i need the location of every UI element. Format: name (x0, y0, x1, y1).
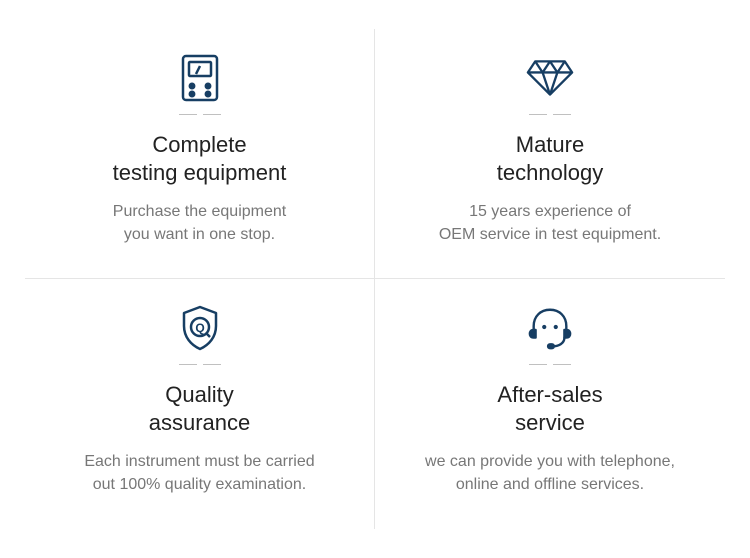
feature-title: Quality assurance (149, 381, 251, 436)
feature-description: 15 years experience of OEM service in te… (439, 200, 661, 246)
feature-grid: Complete testing equipment Purchase the … (25, 29, 725, 529)
diamond-icon (526, 54, 574, 102)
divider (179, 364, 221, 365)
feature-title: Mature technology (497, 131, 603, 186)
feature-description: Purchase the equipment you want in one s… (113, 200, 286, 246)
feature-card: Complete testing equipment Purchase the … (25, 29, 375, 279)
divider (529, 114, 571, 115)
feature-description: Each instrument must be carried out 100%… (84, 450, 314, 496)
feature-description: we can provide you with telephone, onlin… (425, 450, 675, 496)
shield-q-icon: Q (176, 304, 224, 352)
feature-title: After-sales service (497, 381, 602, 436)
divider (529, 364, 571, 365)
feature-title: Complete testing equipment (113, 131, 287, 186)
headset-icon (526, 304, 574, 352)
svg-text:Q: Q (195, 321, 204, 335)
feature-card: After-sales service we can provide you w… (375, 279, 725, 529)
divider (179, 114, 221, 115)
feature-card: Mature technology 15 years experience of… (375, 29, 725, 279)
meter-icon (176, 54, 224, 102)
feature-card: Q Quality assurance Each instrument must… (25, 279, 375, 529)
